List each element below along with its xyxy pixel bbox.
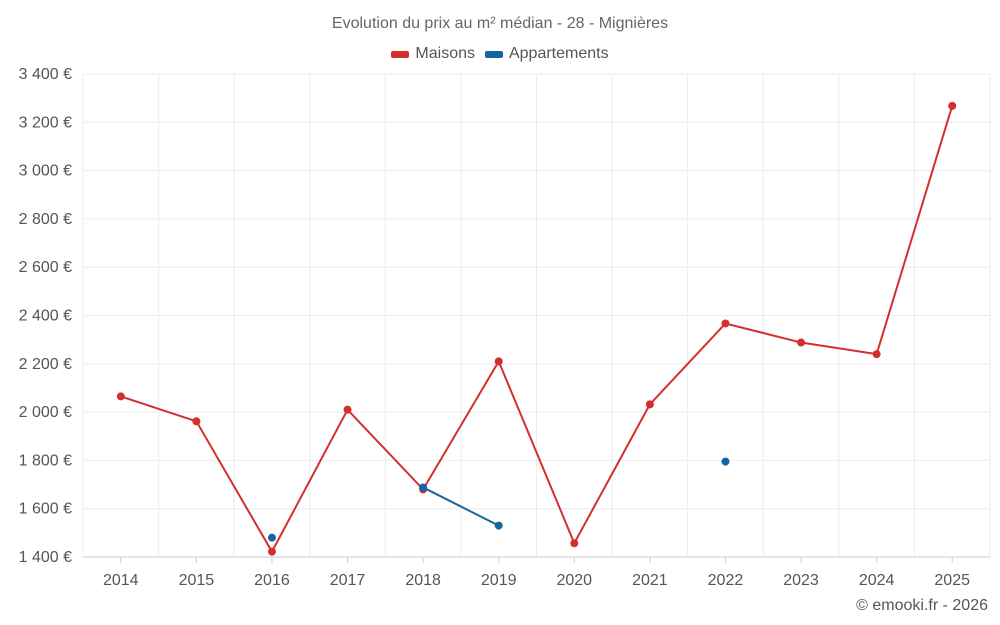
y-tick-label: 2 000 € <box>19 404 72 421</box>
y-tick-label: 3 200 € <box>19 114 72 131</box>
x-tick-label: 2022 <box>708 572 744 589</box>
series-line-appartements <box>422 486 500 527</box>
x-tick-label: 2020 <box>556 572 592 589</box>
data-point-maisons-2025 <box>948 101 957 110</box>
x-tick-label: 2025 <box>934 572 970 589</box>
legend-item-maisons[interactable]: Maisons <box>391 45 475 63</box>
data-point-maisons-2023 <box>797 338 806 347</box>
x-tick-label: 2016 <box>254 572 290 589</box>
data-point-maisons-2022 <box>721 319 730 328</box>
x-tick-label: 2015 <box>179 572 215 589</box>
data-point-maisons-2014 <box>116 392 125 401</box>
series-line-maisons <box>120 105 954 554</box>
y-tick-label: 3 400 € <box>19 66 72 83</box>
x-tick-label: 2014 <box>103 572 139 589</box>
x-tick-label: 2017 <box>330 572 366 589</box>
y-tick-label: 1 400 € <box>19 549 72 566</box>
data-point-maisons-2016 <box>267 547 276 556</box>
gridlines <box>82 73 991 558</box>
y-tick-label: 2 600 € <box>19 259 72 276</box>
legend-item-appartements[interactable]: Appartements <box>484 45 609 63</box>
y-tick-label: 2 400 € <box>19 308 72 325</box>
y-tick-label: 3 000 € <box>19 163 72 180</box>
y-tick-label: 2 800 € <box>19 211 72 228</box>
x-tick-label: 2018 <box>405 572 441 589</box>
y-tick-label: 1 600 € <box>19 501 72 518</box>
x-tick-label: 2019 <box>481 572 517 589</box>
credit-text: © emooki.fr - 2026 <box>856 597 988 614</box>
x-tick-label: 2024 <box>859 572 895 589</box>
x-tick-label: 2021 <box>632 572 668 589</box>
data-point-maisons-2020 <box>570 539 579 548</box>
data-point-appartements-2022 <box>721 457 730 466</box>
chart-legend: Maisons Appartements <box>0 45 1000 63</box>
data-point-appartements-2016 <box>267 533 276 542</box>
legend-swatch-maisons <box>391 50 410 58</box>
data-point-maisons-2024 <box>872 350 881 359</box>
legend-label-appartements: Appartements <box>508 45 609 62</box>
y-tick-label: 2 200 € <box>19 356 72 373</box>
data-point-maisons-2019 <box>494 357 503 366</box>
legend-swatch-appartements <box>484 50 503 58</box>
data-point-appartements-2018 <box>419 483 428 492</box>
data-point-appartements-2019 <box>494 521 503 530</box>
x-tick-label: 2023 <box>783 572 819 589</box>
chart-title: Evolution du prix au m² médian - 28 - Mi… <box>331 15 669 32</box>
y-tick-label: 1 800 € <box>19 452 72 469</box>
data-point-maisons-2015 <box>192 417 201 426</box>
legend-label-maisons: Maisons <box>415 45 475 62</box>
data-point-maisons-2021 <box>645 400 654 409</box>
data-point-maisons-2017 <box>343 405 352 414</box>
